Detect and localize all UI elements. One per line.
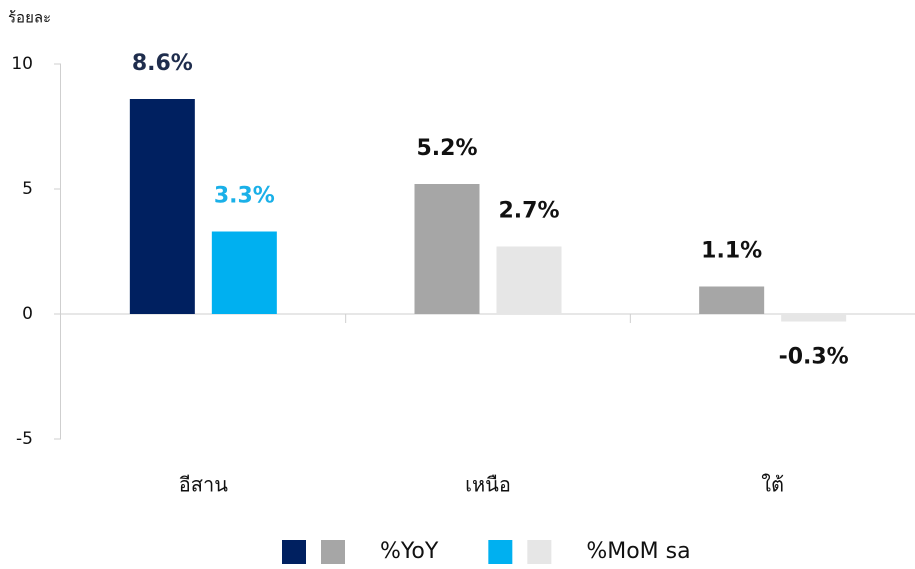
x-tick-label: อีสาน [179,473,228,497]
legend-swatch [488,540,513,564]
legend-swatch [282,540,306,564]
y-tick-label: 0 [22,304,33,324]
legend-label: %YoY [380,539,439,564]
bar [129,99,195,314]
bar [781,314,847,322]
value-label: 3.3% [214,184,275,209]
bar [211,231,277,314]
bar [699,286,765,314]
y-axis-title: ร้อยละ [8,9,51,27]
value-label: 8.6% [132,51,193,76]
value-label: 1.1% [701,239,762,264]
bar [496,246,562,314]
legend-swatch [321,540,345,564]
legend-label: %MoM sa [586,539,690,564]
y-tick-label: 10 [11,54,33,74]
value-label: 5.2% [416,136,477,161]
bar [414,184,480,314]
y-tick-label: 5 [22,179,33,199]
legend-swatch [527,540,552,564]
x-tick-label: เหนือ [465,473,511,497]
x-tick-label: ใต้ [761,473,784,497]
value-label: -0.3% [779,345,849,370]
value-label: 2.7% [498,199,559,224]
y-tick-label: -5 [16,429,33,449]
